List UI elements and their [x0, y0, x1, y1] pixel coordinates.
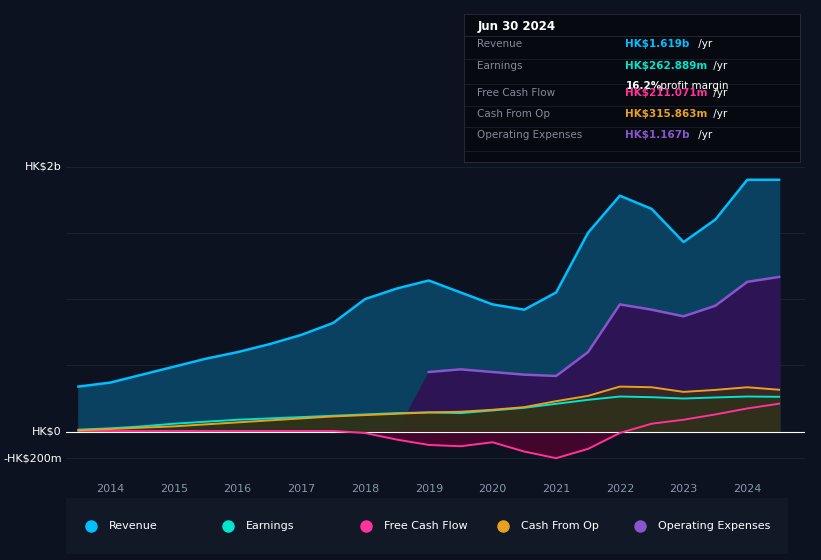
Text: 2021: 2021: [542, 484, 571, 494]
Text: HK$2b: HK$2b: [25, 161, 62, 171]
Text: Free Cash Flow: Free Cash Flow: [383, 521, 467, 531]
Text: Operating Expenses: Operating Expenses: [477, 130, 583, 140]
Text: 2022: 2022: [606, 484, 634, 494]
Text: Jun 30 2024: Jun 30 2024: [477, 20, 556, 33]
Text: 2016: 2016: [223, 484, 252, 494]
Text: HK$1.619b: HK$1.619b: [626, 39, 690, 49]
Text: Cash From Op: Cash From Op: [477, 109, 550, 119]
Text: Free Cash Flow: Free Cash Flow: [477, 88, 556, 98]
Text: 2019: 2019: [415, 484, 443, 494]
Text: Revenue: Revenue: [477, 39, 522, 49]
Text: Cash From Op: Cash From Op: [521, 521, 599, 531]
Text: Earnings: Earnings: [246, 521, 295, 531]
Text: /yr: /yr: [710, 109, 727, 119]
Text: -HK$200m: -HK$200m: [3, 453, 62, 463]
Text: HK$262.889m: HK$262.889m: [626, 62, 708, 72]
Text: 2014: 2014: [96, 484, 125, 494]
Text: 2023: 2023: [669, 484, 698, 494]
Text: 2020: 2020: [479, 484, 507, 494]
Text: 2015: 2015: [160, 484, 188, 494]
Text: 2018: 2018: [351, 484, 379, 494]
Text: /yr: /yr: [695, 39, 713, 49]
Text: Operating Expenses: Operating Expenses: [658, 521, 770, 531]
Text: Revenue: Revenue: [109, 521, 158, 531]
Text: Earnings: Earnings: [477, 62, 523, 72]
Text: /yr: /yr: [710, 88, 727, 98]
Text: 2017: 2017: [287, 484, 315, 494]
Text: HK$1.167b: HK$1.167b: [626, 130, 690, 140]
Text: HK$211.071m: HK$211.071m: [626, 88, 708, 98]
Text: /yr: /yr: [695, 130, 713, 140]
Text: 2024: 2024: [733, 484, 761, 494]
Text: HK$315.863m: HK$315.863m: [626, 109, 708, 119]
Text: /yr: /yr: [710, 62, 727, 72]
Text: HK$0: HK$0: [32, 427, 62, 437]
Text: profit margin: profit margin: [658, 81, 729, 91]
Text: 16.2%: 16.2%: [626, 81, 662, 91]
